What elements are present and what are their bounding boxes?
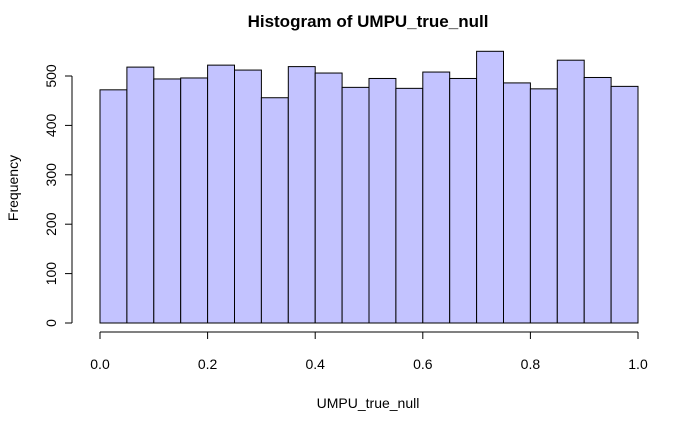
histogram-bar — [395, 87, 424, 324]
histogram-bar — [260, 97, 289, 324]
histogram-bar — [503, 82, 531, 324]
histogram-bar — [153, 78, 182, 324]
y-tick-label: 100 — [43, 262, 59, 286]
x-tick-label: 0.0 — [90, 356, 110, 372]
histogram-bar — [610, 85, 639, 324]
histogram-bar — [529, 88, 558, 324]
bars-group — [99, 50, 639, 324]
histogram-bar — [341, 86, 370, 324]
histogram-bar — [583, 76, 612, 324]
histogram-bar — [207, 64, 236, 324]
x-tick-label: 0.4 — [305, 356, 325, 372]
y-axis-label: Frequency — [5, 155, 21, 221]
histogram-bar — [422, 71, 451, 324]
histogram-bar — [476, 50, 505, 324]
x-tick-label: 1.0 — [628, 356, 648, 372]
histogram-bar — [449, 77, 478, 324]
histogram-bar — [234, 69, 262, 324]
histogram-bar — [287, 66, 316, 324]
x-tick-label: 0.6 — [413, 356, 433, 372]
x-axis: 0.0 0.2 0.4 0.6 0.8 1.0 — [90, 331, 648, 372]
y-tick-label: 400 — [43, 114, 59, 138]
y-tick-label: 500 — [43, 64, 59, 88]
x-axis-label: UMPU_true_null — [317, 395, 420, 411]
y-tick-label: 200 — [43, 212, 59, 236]
histogram-bar — [368, 77, 397, 324]
histogram-bar — [556, 59, 585, 324]
histogram-bar — [126, 66, 155, 324]
histogram-bar — [99, 89, 128, 324]
chart-title: Histogram of UMPU_true_null — [248, 12, 489, 31]
y-tick-label: 300 — [43, 163, 59, 187]
y-tick-label: 0 — [43, 319, 59, 327]
x-tick-label: 0.2 — [198, 356, 218, 372]
y-axis: 0 100 200 300 400 500 — [43, 64, 73, 327]
histogram-bar — [314, 72, 343, 324]
histogram-bar — [180, 77, 209, 324]
x-tick-label: 0.8 — [521, 356, 541, 372]
